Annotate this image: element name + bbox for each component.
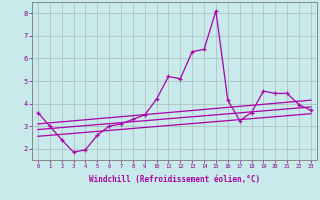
X-axis label: Windchill (Refroidissement éolien,°C): Windchill (Refroidissement éolien,°C) — [89, 175, 260, 184]
